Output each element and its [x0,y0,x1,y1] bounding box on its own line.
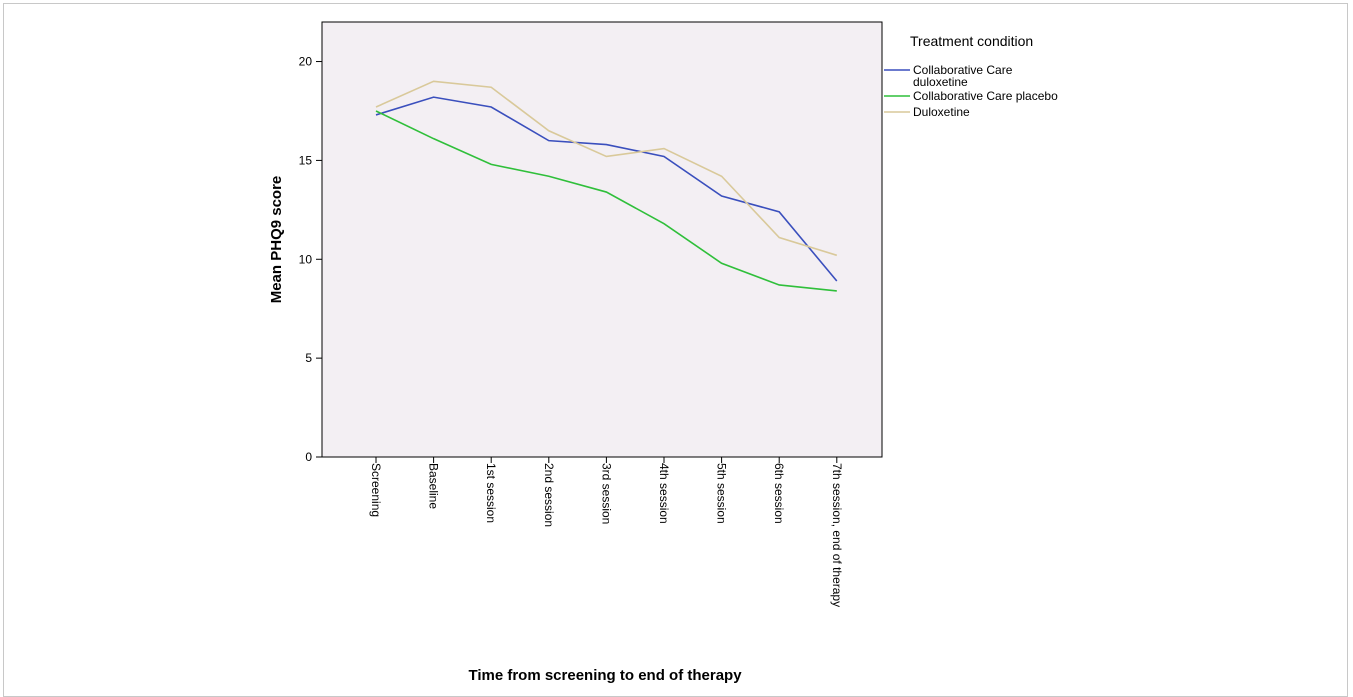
series-line [375,80,838,257]
x-axis: Screening Baseline 1st session 2nd session 3… [369,457,844,607]
series-line [375,96,838,282]
x-tick-label: 4th session [657,463,671,524]
x-tick-label: 1st session [484,463,498,523]
series-layer [375,80,838,292]
series-line [375,110,837,292]
x-axis-title: Time from screening to end of therapy [468,667,742,684]
plot-area [321,21,883,458]
legend-label: Collaborative Care duloxetine [913,63,1013,89]
y-axis-title: Mean PHQ9 score [268,176,285,304]
x-tick-label: Screening [369,463,383,517]
y-tick-label: 15 [299,153,313,167]
x-tick-label: 7th session, end of therapy [830,463,844,607]
y-axis: 0 5 10 15 20 [299,55,322,464]
legend-label: Duloxetine [913,105,970,119]
y-tick-label: 10 [299,252,313,266]
y-tick-label: 0 [305,450,312,464]
x-tick-label: 6th session [772,463,786,524]
y-tick-label: 5 [305,351,312,365]
x-tick-label: Baseline [427,463,441,509]
y-tick-label: 20 [299,55,313,69]
legend: Treatment condition Collaborative Care du… [884,33,1058,119]
x-tick-label: 3rd session [599,463,613,524]
legend-title: Treatment condition [910,33,1033,49]
x-tick-label: 5th session [715,463,729,524]
x-tick-label: 2nd session [542,463,556,527]
legend-label: Collaborative Care placebo [913,89,1058,103]
